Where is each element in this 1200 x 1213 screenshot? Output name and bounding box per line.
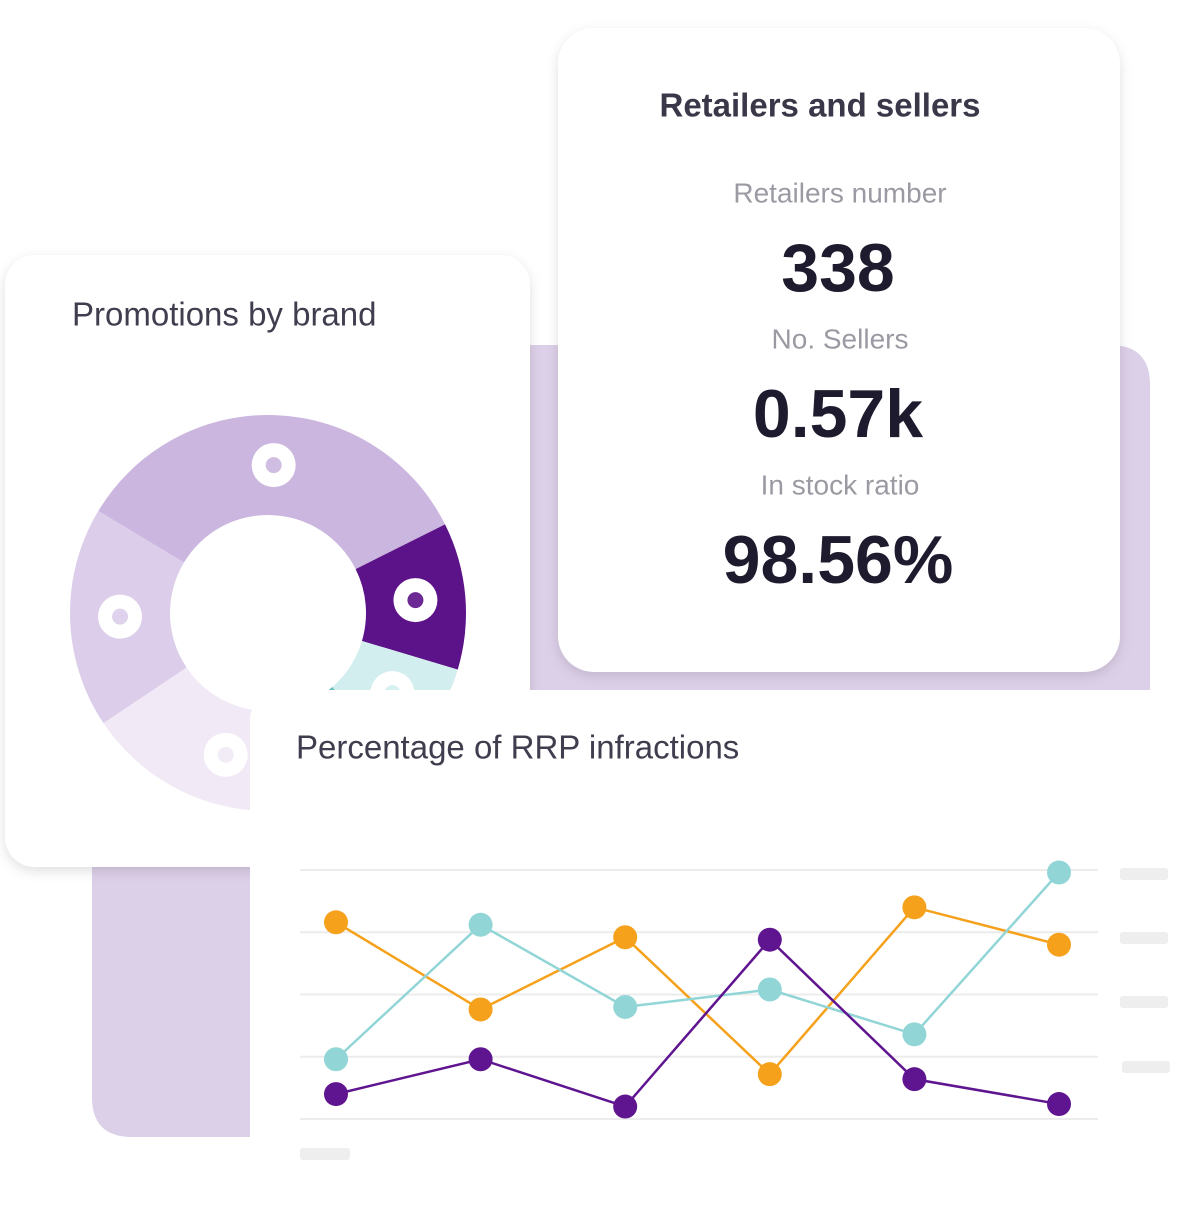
- series-point: [902, 1067, 927, 1092]
- brand-logo-mark: [112, 608, 129, 625]
- tick-placeholder: [1120, 932, 1168, 944]
- series-line: [335, 871, 1060, 1061]
- card-title: Retailers and sellers: [659, 87, 980, 124]
- series-line: [335, 905, 1060, 1076]
- chart-title: Promotions by brand: [72, 296, 377, 333]
- series-point: [324, 910, 348, 935]
- series-point: [468, 912, 493, 937]
- series-point: [613, 925, 638, 950]
- series-point: [1047, 1092, 1071, 1117]
- series-point: [1047, 932, 1071, 957]
- chart-title: Percentage of RRP infractions: [296, 729, 739, 766]
- series-point: [902, 895, 927, 920]
- stat-value: 338: [781, 230, 894, 306]
- series-point: [902, 1022, 927, 1047]
- series-point: [757, 1062, 782, 1087]
- tick-placeholder: [1120, 868, 1168, 880]
- brand-logo-mark: [217, 746, 234, 763]
- brand-logo-mark: [265, 457, 282, 474]
- series-point: [324, 1047, 348, 1072]
- series-point: [757, 977, 782, 1002]
- stat-label: In stock ratio: [761, 469, 920, 500]
- stat-value: 98.56%: [723, 522, 954, 598]
- tick-placeholder: [1122, 1061, 1170, 1073]
- stat-value: 0.57k: [753, 376, 923, 452]
- tick-placeholder: [300, 1148, 350, 1160]
- series-point: [1047, 860, 1071, 885]
- card: [558, 28, 1120, 672]
- donut-segment: [98, 415, 446, 570]
- series-point: [468, 997, 493, 1022]
- brand-logo-mark: [407, 592, 424, 609]
- retailers-card: Retailers and sellers Retailers number 33…: [558, 28, 1120, 672]
- card: [250, 690, 1200, 1213]
- stat-label: Retailers number: [733, 177, 946, 208]
- series-point: [613, 1094, 638, 1119]
- series-point: [613, 994, 638, 1019]
- tick-placeholder: [1120, 996, 1168, 1008]
- line-card: Percentage of RRP infractions: [250, 690, 1200, 1213]
- stat-label: No. Sellers: [772, 323, 909, 354]
- series-line: [335, 937, 1060, 1108]
- series-point: [757, 927, 782, 952]
- series-point: [468, 1047, 493, 1072]
- series-point: [324, 1082, 348, 1107]
